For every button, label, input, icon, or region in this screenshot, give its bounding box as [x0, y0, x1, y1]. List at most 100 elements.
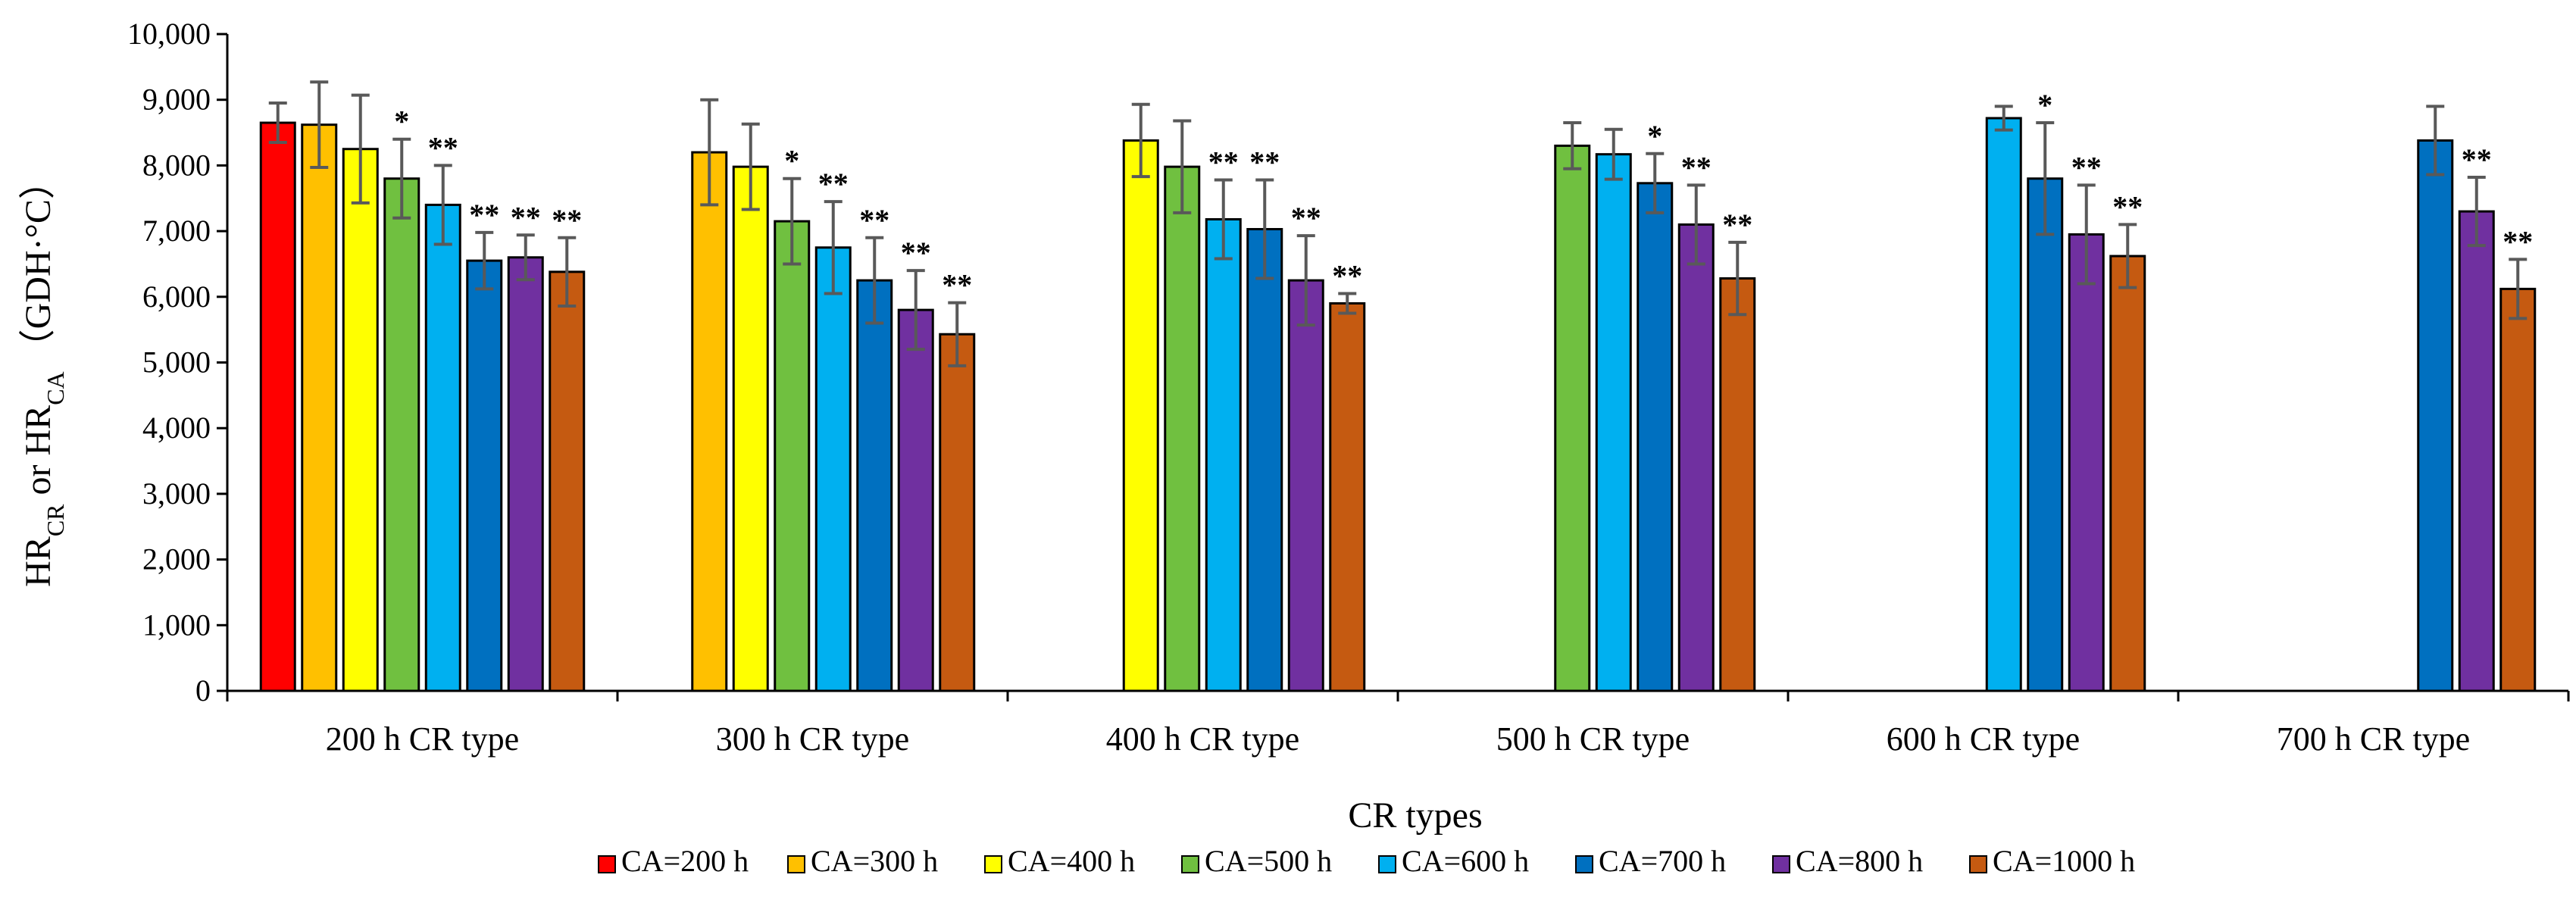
bar	[549, 270, 586, 692]
significance-label: **	[859, 203, 889, 237]
legend-label: CA=200 h	[621, 844, 749, 878]
significance-label: **	[552, 203, 582, 237]
bar	[1637, 182, 1674, 692]
y-axis-title-or-hr: or HR	[18, 405, 58, 505]
significance-label: **	[1208, 145, 1239, 179]
bar	[774, 220, 811, 692]
significance-label: **	[2112, 189, 2143, 223]
significance-labels: ***** ** ************* ********************	[394, 88, 2533, 302]
y-tick-label: 6,000	[142, 280, 211, 314]
bar	[466, 259, 503, 692]
bar	[814, 246, 852, 692]
significance-label: *	[784, 144, 799, 178]
bar	[691, 151, 728, 692]
bar	[507, 256, 544, 692]
error-bars	[268, 80, 2528, 367]
bar	[2499, 287, 2537, 692]
bar	[2458, 210, 2495, 692]
legend-swatch	[1575, 855, 1593, 873]
significance-label: *	[1647, 119, 1662, 153]
significance-label: **	[469, 198, 499, 232]
bar	[1719, 277, 1756, 692]
legend-label: CA=700 h	[1599, 844, 1726, 878]
bar	[383, 177, 420, 692]
significance-label: **	[818, 167, 849, 201]
y-tick-label: 4,000	[142, 411, 211, 445]
significance-label: **	[1249, 145, 1280, 179]
bars	[259, 117, 2537, 692]
bar	[1985, 117, 2022, 692]
y-axis-title-sub-cr: CR	[42, 504, 69, 536]
legend-swatch	[1772, 855, 1790, 873]
legend-swatch	[1969, 855, 1987, 873]
y-tick-label: 9,000	[142, 83, 211, 117]
bar	[939, 333, 976, 692]
bar	[2027, 177, 2064, 692]
bar	[424, 203, 461, 692]
significance-label: *	[2037, 88, 2052, 122]
bar	[1205, 217, 1242, 692]
legend-label: CA=1000 h	[1993, 844, 2135, 878]
significance-label: **	[511, 200, 541, 234]
legend: CA=200 h CA=300 h CA=400 h CA=500 h CA=600 h…	[598, 844, 2135, 878]
legend-label: CA=500 h	[1205, 844, 1332, 878]
bar	[2068, 233, 2105, 692]
x-tick-label: 400 h CR type	[1106, 720, 1299, 758]
bar	[856, 279, 893, 692]
y-axis-title: HRCR or HRCA （GDH·°C）	[18, 163, 69, 587]
y-tick-label: 5,000	[142, 345, 211, 380]
significance-label: **	[1722, 208, 1752, 242]
significance-label: *	[394, 105, 409, 139]
y-tick-label: 0	[195, 673, 211, 708]
legend-swatch	[787, 855, 805, 873]
significance-label: **	[2462, 142, 2492, 177]
bar	[2417, 139, 2454, 692]
legend-swatch	[598, 855, 616, 873]
x-axis-title: CR types	[1348, 795, 1482, 836]
x-axis-tick-labels: 200 h CR type 300 h CR type 400 h CR type 5…	[326, 720, 2470, 758]
y-tick-label: 8,000	[142, 148, 211, 182]
y-axis-title-sub-ca: CA	[42, 371, 69, 405]
x-axis-ticks	[226, 691, 2570, 701]
y-tick-label: 1,000	[142, 608, 211, 642]
significance-label: **	[2071, 150, 2102, 184]
bar	[259, 121, 296, 692]
y-axis-title-hr1: HR	[18, 536, 58, 587]
y-tick-label: 7,000	[142, 214, 211, 248]
bar	[342, 148, 379, 692]
significance-label: **	[901, 236, 931, 270]
legend-label: CA=400 h	[1008, 844, 1135, 878]
significance-label: **	[1681, 150, 1712, 184]
y-tick-label: 2,000	[142, 542, 211, 576]
x-tick-label: 700 h CR type	[2277, 720, 2470, 758]
x-tick-label: 300 h CR type	[716, 720, 909, 758]
significance-label: **	[942, 268, 972, 302]
bar	[1329, 301, 1366, 692]
legend-label: CA=800 h	[1796, 844, 1923, 878]
y-tick-label: 10,000	[127, 17, 211, 51]
legend-swatch	[1181, 855, 1199, 873]
legend-swatch	[1378, 855, 1396, 873]
bar	[1287, 279, 1324, 692]
x-tick-label: 500 h CR type	[1496, 720, 1690, 758]
x-tick-label: 600 h CR type	[1887, 720, 2080, 758]
legend-swatch	[984, 855, 1002, 873]
bar	[1246, 227, 1283, 692]
bar	[732, 165, 769, 692]
x-tick-label: 200 h CR type	[326, 720, 519, 758]
legend-label: CA=600 h	[1402, 844, 1529, 878]
significance-label: **	[1291, 201, 1321, 235]
bar	[897, 308, 934, 692]
significance-label: **	[2503, 224, 2533, 258]
bar	[1554, 144, 1591, 692]
significance-label: **	[1332, 258, 1362, 292]
bar	[1122, 139, 1159, 692]
bar	[1164, 165, 1201, 692]
bar	[1595, 153, 1632, 692]
bar	[1677, 223, 1715, 692]
bar	[2109, 255, 2146, 692]
bar	[301, 123, 338, 692]
legend-label: CA=300 h	[811, 844, 938, 878]
y-tick-label: 3,000	[142, 476, 211, 511]
